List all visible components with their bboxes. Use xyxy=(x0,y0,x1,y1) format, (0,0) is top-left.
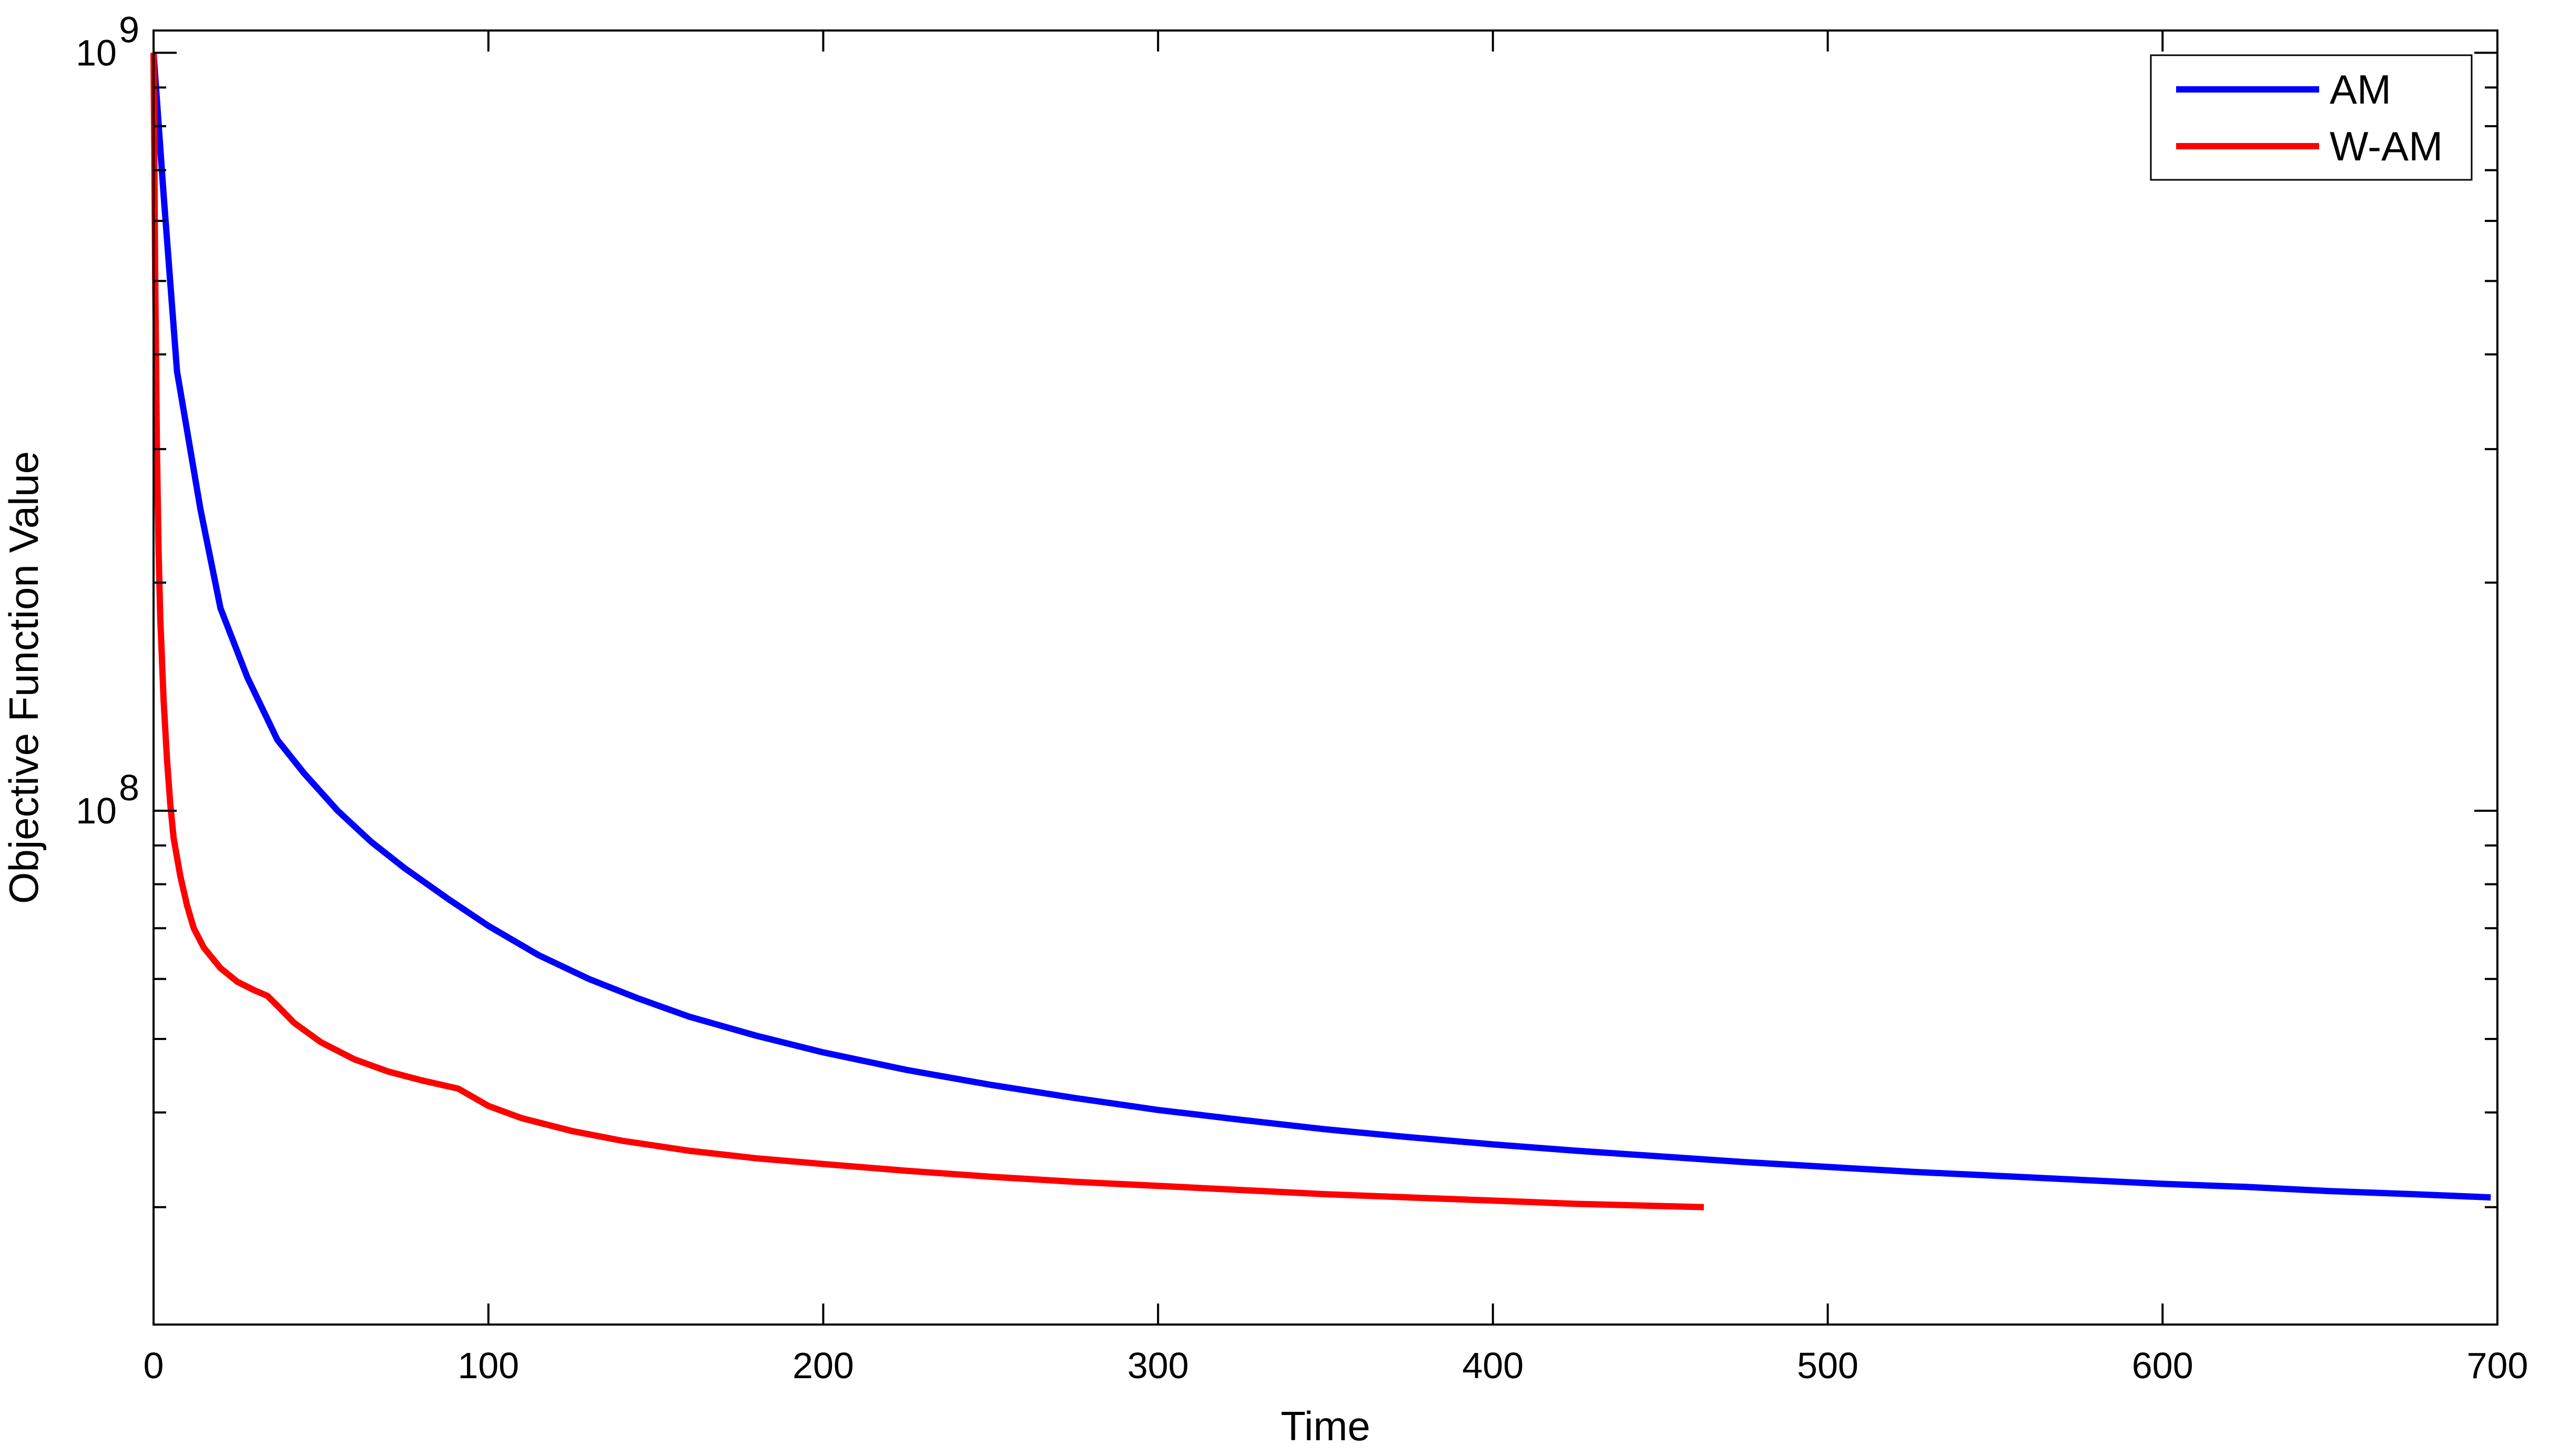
x-tick-label: 0 xyxy=(144,1345,164,1386)
legend-label-w-am: W-AM xyxy=(2330,123,2443,169)
x-axis-title: Time xyxy=(1281,1403,1370,1449)
plot-frame xyxy=(153,29,2498,1326)
x-tick-label: 300 xyxy=(1127,1345,1189,1386)
series-line-am xyxy=(150,52,2491,1201)
x-tick-label: 600 xyxy=(2132,1345,2193,1386)
legend-box xyxy=(2150,54,2473,181)
y-tick-exponent: 9 xyxy=(119,9,139,50)
series-line-w-am xyxy=(150,53,1704,1210)
y-axis-title: Objective Function Value xyxy=(1,451,47,904)
x-tick-label: 100 xyxy=(458,1345,519,1386)
y-tick-exponent: 8 xyxy=(119,767,139,808)
series-layer xyxy=(150,52,2491,1210)
y-tick-label: 10 xyxy=(76,32,117,73)
x-axis: 0 100 200 300 400 500 600 700 xyxy=(144,30,2528,1386)
legend-label-am: AM xyxy=(2330,66,2391,113)
x-tick-label: 200 xyxy=(793,1345,854,1386)
x-tick-label: 700 xyxy=(2467,1345,2528,1386)
x-tick-label: 500 xyxy=(1797,1345,1858,1386)
legend: AM W-AM xyxy=(2150,54,2473,181)
x-tick-label: 400 xyxy=(1462,1345,1523,1386)
y-tick-label: 10 xyxy=(76,790,117,831)
